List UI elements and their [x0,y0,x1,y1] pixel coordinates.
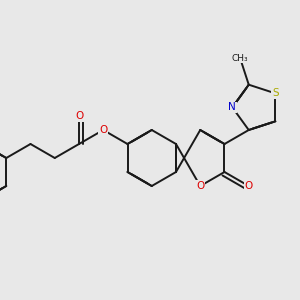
Text: S: S [272,88,279,98]
Text: CH₃: CH₃ [232,54,248,63]
Text: N: N [228,102,236,112]
Text: O: O [75,111,83,121]
Text: O: O [99,125,107,135]
Text: O: O [196,181,204,191]
Text: O: O [244,181,253,191]
